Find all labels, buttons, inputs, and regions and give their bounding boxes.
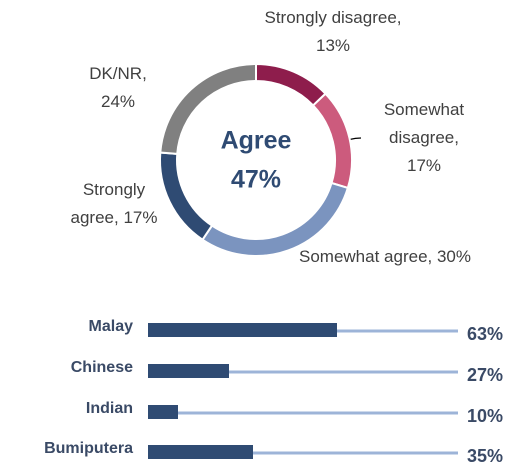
segment-label: Somewhat agree, 30% [299, 247, 471, 266]
center-label: Agree [221, 127, 292, 155]
value-label: 35% [467, 446, 503, 462]
category-label: Bumiputera [44, 440, 133, 457]
segment-label: Strongly agree, 17% [70, 180, 158, 227]
donut-segment [159, 62, 257, 155]
donut-segment [311, 92, 353, 190]
donut-segment [159, 151, 214, 242]
segment-label: Strongly disagree, 13% [264, 8, 402, 55]
bar [148, 364, 229, 378]
category-label: Chinese [71, 359, 133, 376]
category-label: Indian [86, 400, 133, 417]
donut-segment [255, 62, 327, 107]
value-label: 10% [467, 406, 503, 426]
bar [148, 323, 337, 337]
segment-label: Somewhat disagree, 17% [383, 100, 465, 175]
bar [148, 445, 253, 459]
center-value: 47% [231, 166, 281, 194]
segment-label: DK/NR, 24% [89, 64, 147, 111]
value-label: 27% [467, 365, 503, 385]
value-label: 63% [467, 324, 503, 344]
category-label: Malay [89, 318, 134, 335]
bar [148, 405, 178, 419]
